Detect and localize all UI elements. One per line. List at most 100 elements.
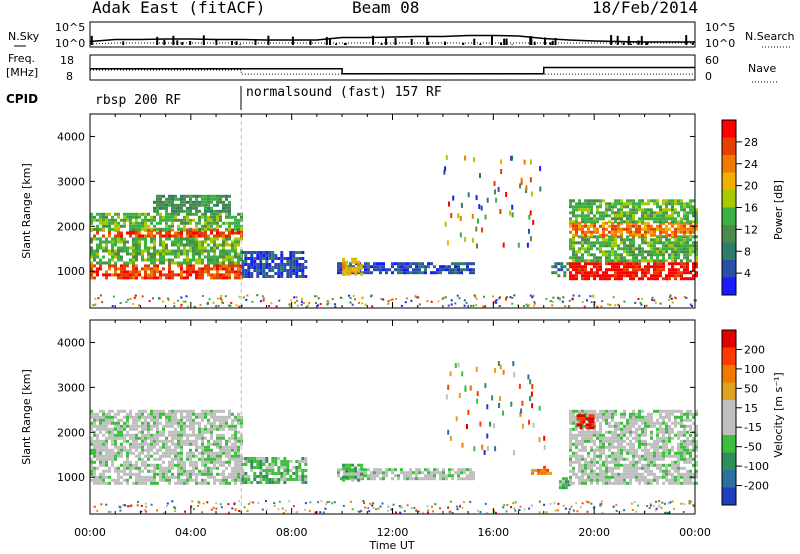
power-cell	[237, 212, 240, 216]
power-cell	[234, 243, 237, 247]
power-streak	[443, 169, 446, 175]
velocity-cell	[108, 436, 111, 440]
power-cell	[602, 199, 605, 203]
velocity-cell	[590, 460, 593, 464]
velocity-cell	[593, 472, 596, 476]
velocity-cell	[189, 472, 192, 476]
power-cell	[289, 269, 293, 272]
power-cell	[584, 214, 587, 218]
velocity-cell	[216, 436, 219, 440]
power-cell	[180, 194, 183, 198]
power-cell	[120, 218, 123, 222]
power-cell	[632, 247, 635, 251]
velocity-cell	[225, 421, 228, 425]
power-cell	[596, 265, 599, 269]
velocity-cell	[647, 415, 650, 419]
velocity-cell	[90, 415, 93, 419]
power-cell	[340, 268, 343, 272]
power-cell	[132, 261, 135, 265]
power-cell	[210, 249, 213, 253]
velocity-cell	[614, 475, 617, 479]
power-cell	[340, 265, 343, 269]
power-cell	[123, 237, 126, 241]
power-cell	[210, 231, 213, 235]
power-cell	[629, 224, 632, 228]
power-cell	[132, 258, 135, 262]
power-cell	[469, 271, 472, 275]
velocity-noise	[518, 509, 521, 511]
power-cell	[256, 272, 260, 275]
power-cell	[680, 250, 683, 254]
velocity-noise	[557, 502, 560, 505]
velocity-cell	[174, 445, 177, 449]
velocity-cell	[677, 469, 680, 473]
power-cell	[587, 241, 590, 245]
power-cell	[147, 258, 150, 262]
velocity-cell	[599, 436, 602, 440]
velocity-cell	[596, 436, 599, 440]
power-noise	[651, 299, 654, 301]
velocity-cell	[665, 478, 668, 482]
velocity-cell	[198, 481, 201, 485]
power-cell	[382, 262, 385, 266]
power-cell	[632, 205, 635, 209]
power-cell	[626, 230, 629, 234]
power-cell	[614, 277, 617, 281]
power-cell	[638, 202, 641, 206]
power-noise	[92, 304, 95, 307]
velocity-noise	[575, 502, 578, 505]
power-cell	[165, 200, 168, 204]
power-cell	[587, 277, 590, 281]
velocity-cell	[268, 463, 272, 466]
velocity-cell	[123, 439, 126, 443]
power-cell	[159, 252, 162, 256]
power-cell	[174, 231, 177, 235]
velocity-cell	[123, 445, 126, 449]
power-noise	[219, 297, 222, 300]
power-cell	[569, 230, 572, 234]
power-cell	[286, 263, 290, 266]
power-noise	[590, 301, 593, 303]
velocity-cell	[213, 463, 216, 467]
power-cell	[472, 271, 475, 275]
power-cell	[433, 265, 436, 269]
velocity-cell	[591, 426, 595, 430]
power-cell	[201, 240, 204, 244]
power-cell	[605, 208, 608, 212]
power-cell	[244, 260, 248, 263]
velocity-cell	[156, 421, 159, 425]
power-streak	[471, 237, 474, 243]
velocity-cell	[265, 457, 269, 460]
velocity-cell	[662, 472, 665, 476]
velocity-cell	[213, 457, 216, 461]
velocity-cell	[162, 427, 165, 431]
velocity-cell	[400, 468, 403, 472]
velocity-cell	[650, 463, 653, 467]
velocity-cell	[692, 472, 695, 476]
power-cell	[207, 243, 210, 247]
velocity-cell	[584, 448, 587, 452]
power-cell	[345, 269, 349, 273]
power-cell	[165, 203, 168, 207]
nsky-panel	[89, 21, 696, 48]
power-cell	[629, 202, 632, 206]
velocity-cell	[591, 414, 595, 418]
power-cell	[656, 250, 659, 254]
velocity-noise	[469, 500, 472, 503]
velocity-cell	[126, 472, 129, 476]
velocity-noise	[314, 511, 317, 514]
velocity-cell	[99, 457, 102, 461]
power-cell	[617, 230, 620, 234]
velocity-cell	[156, 472, 159, 476]
velocity-cell	[632, 436, 635, 440]
velocity-cell	[608, 415, 611, 419]
velocity-cell	[204, 478, 207, 482]
power-cell	[674, 253, 677, 257]
power-streak	[500, 169, 503, 174]
velocity-cell	[692, 445, 695, 449]
velocity-cell	[159, 466, 162, 470]
velocity-cell	[168, 409, 171, 413]
velocity-cell	[111, 442, 114, 446]
velocity-cell	[210, 415, 213, 419]
power-cell	[689, 238, 692, 242]
